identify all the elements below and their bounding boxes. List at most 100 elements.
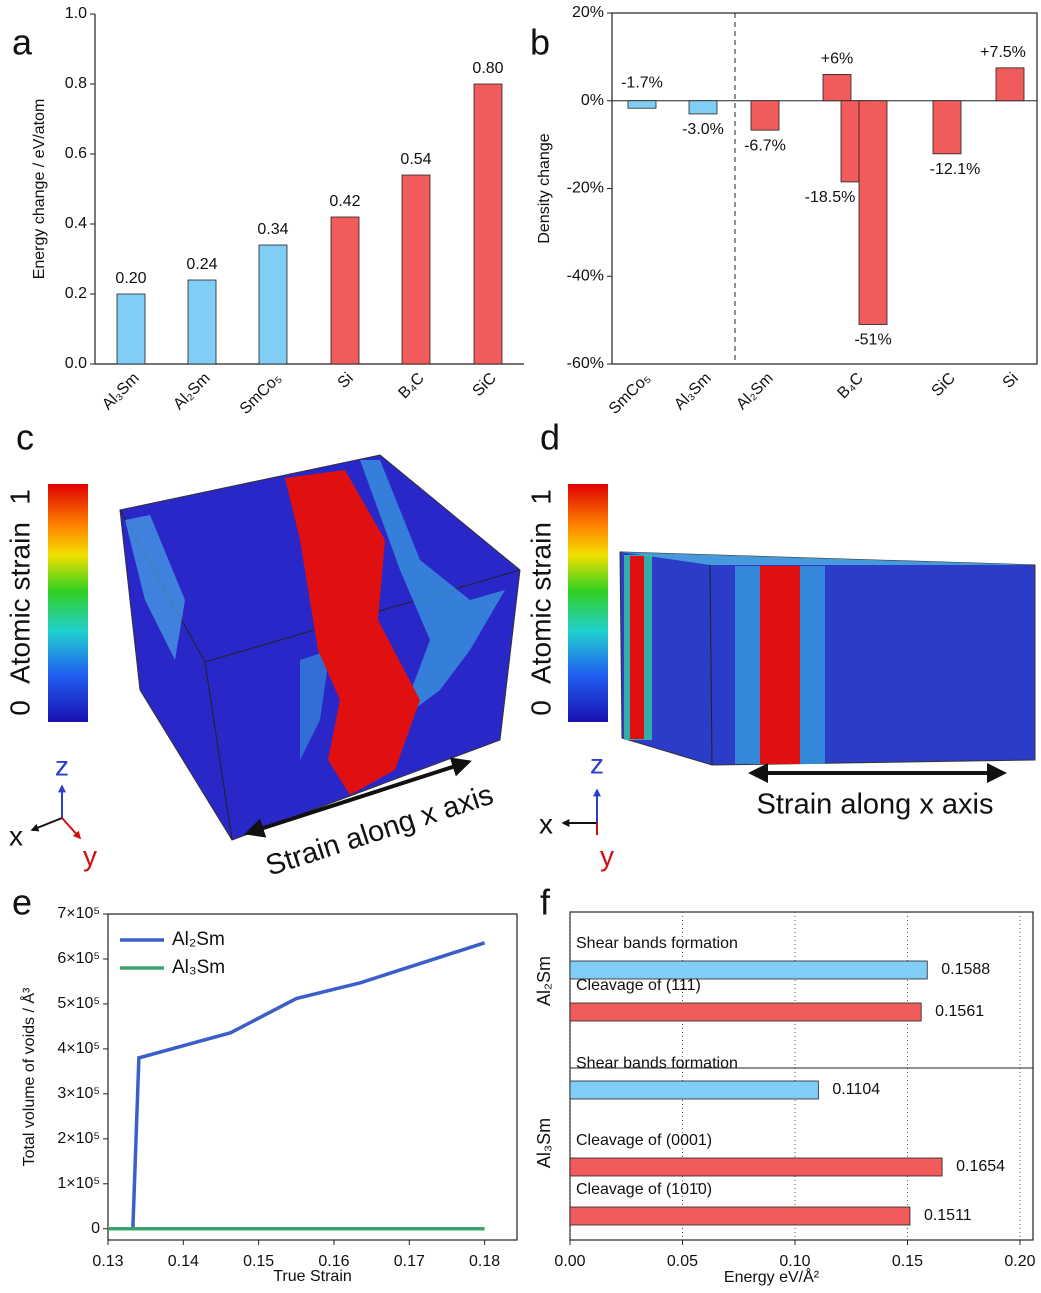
legend-label: Al₂Sm xyxy=(172,929,225,950)
y-tick-label: 0.2 xyxy=(65,285,87,302)
y-tick-label: 0 xyxy=(91,1220,100,1237)
bar xyxy=(474,84,502,364)
bar xyxy=(933,101,961,154)
legend-label: Al₃Sm xyxy=(172,957,225,978)
bar xyxy=(823,74,851,100)
panel-letter: b xyxy=(530,22,550,63)
group-label: Al₃Sm xyxy=(534,1118,554,1168)
x-tick-label: 0.10 xyxy=(779,1253,810,1270)
y-tick-label: 5×10⁵ xyxy=(57,995,100,1012)
y-tick-label: 0.6 xyxy=(65,145,87,162)
colorbar-tick: 0 xyxy=(525,700,556,716)
value-label: +6% xyxy=(821,51,853,68)
y-tick-label: 6×10⁵ xyxy=(57,950,100,967)
bar xyxy=(570,1207,910,1225)
x-tick-label: 0.20 xyxy=(1004,1253,1035,1270)
axis-arrow xyxy=(32,818,62,830)
bar xyxy=(628,101,656,108)
bar xyxy=(117,294,145,364)
y-tick-label: -20% xyxy=(567,180,604,197)
value-label: -51% xyxy=(854,332,891,349)
value-label: 0.1561 xyxy=(935,1003,984,1020)
bar xyxy=(402,175,430,364)
bar xyxy=(859,101,887,325)
colorbar xyxy=(48,484,88,722)
axis-label: z xyxy=(55,750,69,781)
panel-letter: f xyxy=(540,882,551,923)
x-axis-label: True Strain xyxy=(273,1268,352,1285)
x-tick-label: Si xyxy=(335,370,357,392)
bar xyxy=(188,280,216,364)
value-label: 0.42 xyxy=(329,193,360,210)
x-tick-label: SiC xyxy=(470,370,500,400)
x-tick-label: 0.18 xyxy=(469,1253,500,1270)
y-axis-label: Total volume of voids / Å³ xyxy=(19,987,38,1166)
x-tick-label: B₄C xyxy=(395,370,427,402)
bar-label: Cleavage of (111) xyxy=(576,977,701,994)
colorbar-tick: 0 xyxy=(4,700,35,716)
colorbar-tick: 1 xyxy=(525,489,556,505)
x-tick-label: 0.05 xyxy=(667,1253,698,1270)
value-label: -1.7% xyxy=(621,74,663,91)
bar xyxy=(689,101,717,114)
y-tick-label: 0.0 xyxy=(65,355,87,372)
shear-band xyxy=(760,566,800,764)
y-tick-label: 2×10⁵ xyxy=(57,1130,100,1147)
y-tick-label: 7×10⁵ xyxy=(57,905,100,922)
bar xyxy=(570,1081,818,1099)
y-tick-label: 1.0 xyxy=(65,5,87,22)
bar-label: Shear bands formation xyxy=(576,935,738,952)
value-label: -18.5% xyxy=(805,189,856,206)
colorbar-title: Atomic strain xyxy=(525,522,556,684)
y-tick-label: 4×10⁵ xyxy=(57,1040,100,1057)
shear-band xyxy=(630,556,644,739)
panel-letter: d xyxy=(540,417,560,458)
x-tick-label: Al₃Sm xyxy=(99,370,143,414)
x-tick-label: 0.13 xyxy=(92,1253,123,1270)
axis-label: y xyxy=(600,840,614,871)
y-tick-label: 1×10⁵ xyxy=(57,1175,100,1192)
x-tick-label: 0.17 xyxy=(394,1253,425,1270)
value-label: 0.24 xyxy=(186,256,217,273)
plot-frame xyxy=(108,914,517,1240)
panel-c: c Atomic strain 1 0 Strain along x axis … xyxy=(4,417,520,883)
y-tick-label: 20% xyxy=(572,4,604,21)
axis-label: x xyxy=(9,820,23,851)
bar xyxy=(570,1003,921,1021)
value-label: 0.1511 xyxy=(924,1207,972,1224)
bar xyxy=(751,101,779,130)
bar xyxy=(996,68,1024,101)
x-tick-label: Al₂Sm xyxy=(733,370,776,413)
axis-label: z xyxy=(590,748,604,779)
y-tick-label: 3×10⁵ xyxy=(57,1085,100,1102)
bar xyxy=(331,217,359,364)
panel-d: d Atomic strain 1 0 Strain along x axis … xyxy=(525,417,1035,872)
y-tick-label: 0.8 xyxy=(65,75,87,92)
value-label: 0.1588 xyxy=(941,961,990,978)
x-tick-label: 0.00 xyxy=(554,1253,585,1270)
annotation: Strain along x axis xyxy=(757,789,994,821)
value-label: 0.1104 xyxy=(832,1081,880,1098)
axis-label: x xyxy=(539,808,553,839)
value-label: -3.0% xyxy=(682,121,724,138)
value-label: 0.54 xyxy=(400,151,431,168)
panel-letter: a xyxy=(12,22,33,63)
colorbar-title: Atomic strain xyxy=(4,522,35,684)
y-axis-label: Energy change / eV/atom xyxy=(31,99,48,280)
y-tick-label: -60% xyxy=(567,355,604,372)
x-tick-label: Si xyxy=(1000,370,1022,392)
axis-arrow xyxy=(62,818,80,838)
axis-label: y xyxy=(83,840,97,871)
x-tick-label: Al₂Sm xyxy=(170,370,213,413)
value-label: 0.80 xyxy=(472,60,503,77)
y-axis-label: Density change xyxy=(536,133,553,243)
x-tick-label: 0.14 xyxy=(168,1253,199,1270)
x-tick-label: Al₃Sm xyxy=(671,370,715,414)
y-tick-label: 0.4 xyxy=(65,215,87,232)
x-tick-label: 0.15 xyxy=(243,1253,274,1270)
figure: c Atomic strain 1 0 Strain along x axis … xyxy=(0,0,1041,1293)
value-label: +7.5% xyxy=(980,44,1026,61)
x-tick-label: B₄C xyxy=(834,370,866,402)
panel-letter: c xyxy=(16,417,34,458)
bar xyxy=(259,245,287,364)
